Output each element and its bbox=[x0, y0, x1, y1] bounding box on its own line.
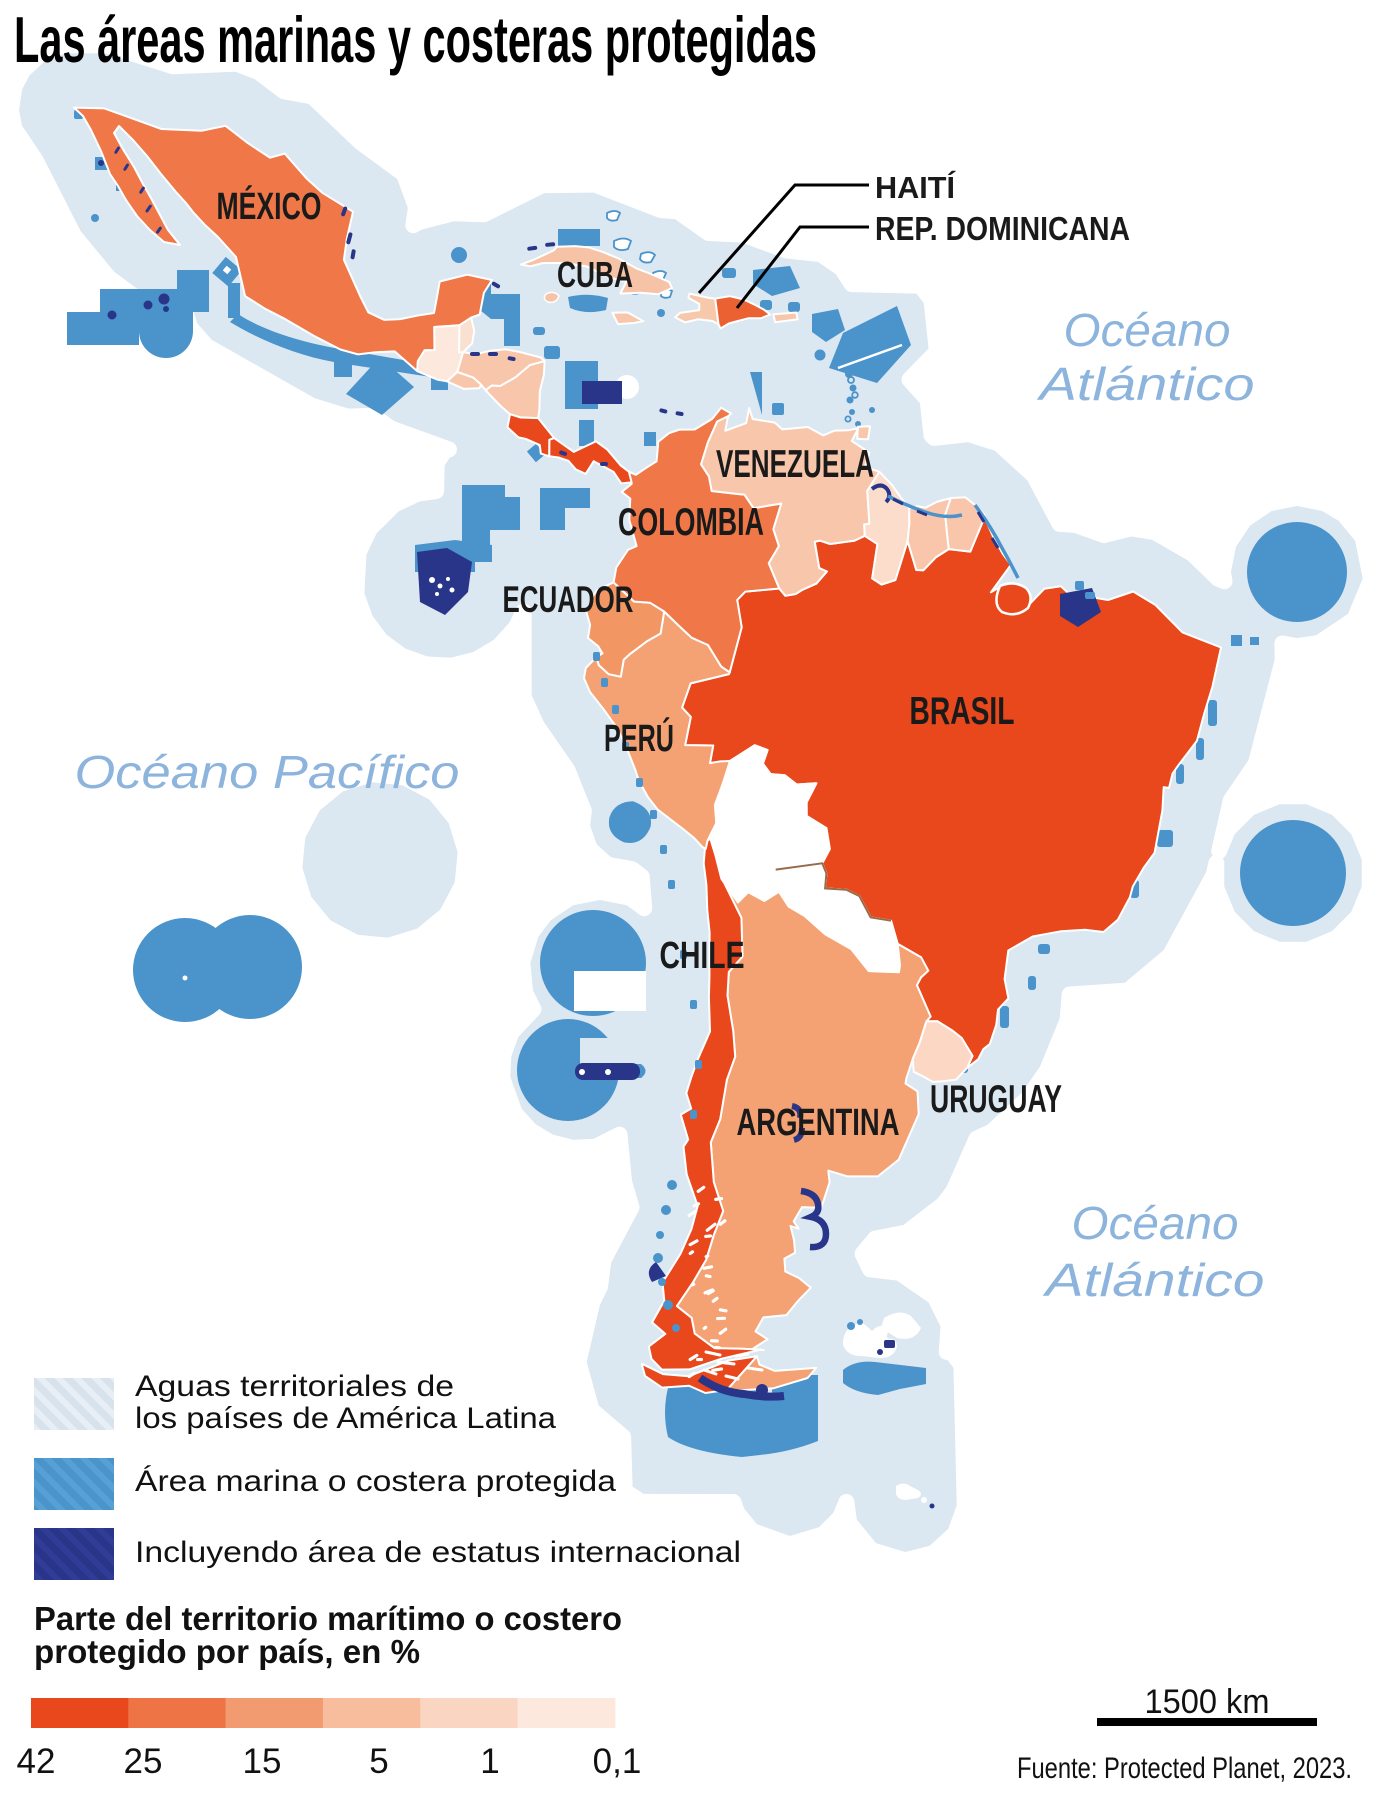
svg-text:ECUADOR: ECUADOR bbox=[503, 579, 634, 620]
svg-text:Incluyendo área de estatus int: Incluyendo área de estatus internacional bbox=[135, 1536, 741, 1569]
svg-text:los países de América Latina: los países de América Latina bbox=[135, 1402, 556, 1435]
svg-text:CUBA: CUBA bbox=[557, 254, 633, 295]
svg-text:Aguas territoriales de: Aguas territoriales de bbox=[135, 1370, 454, 1403]
svg-text:Las áreas marinas y costeras p: Las áreas marinas y costeras protegidas bbox=[14, 3, 817, 76]
svg-text:PERÚ: PERÚ bbox=[604, 716, 674, 760]
svg-text:5: 5 bbox=[369, 1742, 388, 1781]
svg-text:1500 km: 1500 km bbox=[1145, 1683, 1270, 1721]
svg-text:REP. DOMINICANA: REP. DOMINICANA bbox=[875, 210, 1130, 247]
svg-text:Atlántico: Atlántico bbox=[1042, 1254, 1265, 1306]
svg-text:Océano: Océano bbox=[1064, 304, 1231, 356]
svg-text:MÉXICO: MÉXICO bbox=[217, 184, 322, 228]
svg-text:Océano: Océano bbox=[1072, 1197, 1239, 1249]
svg-text:ARGENTINA: ARGENTINA bbox=[737, 1102, 900, 1144]
svg-text:Atlántico: Atlántico bbox=[1036, 358, 1255, 410]
svg-text:BRASIL: BRASIL bbox=[910, 690, 1015, 733]
svg-text:COLOMBIA: COLOMBIA bbox=[618, 501, 764, 544]
svg-text:VENEZUELA: VENEZUELA bbox=[716, 443, 874, 486]
svg-text:42: 42 bbox=[17, 1742, 56, 1781]
svg-text:25: 25 bbox=[124, 1742, 163, 1781]
svg-text:Parte del territorio marítimo: Parte del territorio marítimo o costero bbox=[34, 1600, 622, 1637]
svg-text:15: 15 bbox=[243, 1742, 282, 1781]
svg-text:HAITÍ: HAITÍ bbox=[875, 170, 956, 205]
svg-text:1: 1 bbox=[480, 1742, 499, 1781]
svg-text:Fuente: Protected Planet, 2023: Fuente: Protected Planet, 2023. bbox=[1017, 1752, 1352, 1785]
svg-text:0,1: 0,1 bbox=[593, 1742, 642, 1781]
svg-text:Océano Pacífico: Océano Pacífico bbox=[75, 746, 460, 798]
svg-text:Área marina o costera protegid: Área marina o costera protegida bbox=[135, 1465, 616, 1498]
svg-text:URUGUAY: URUGUAY bbox=[930, 1078, 1062, 1121]
svg-text:CHILE: CHILE bbox=[660, 935, 745, 977]
svg-text:protegido por país, en %: protegido por país, en % bbox=[34, 1633, 420, 1670]
